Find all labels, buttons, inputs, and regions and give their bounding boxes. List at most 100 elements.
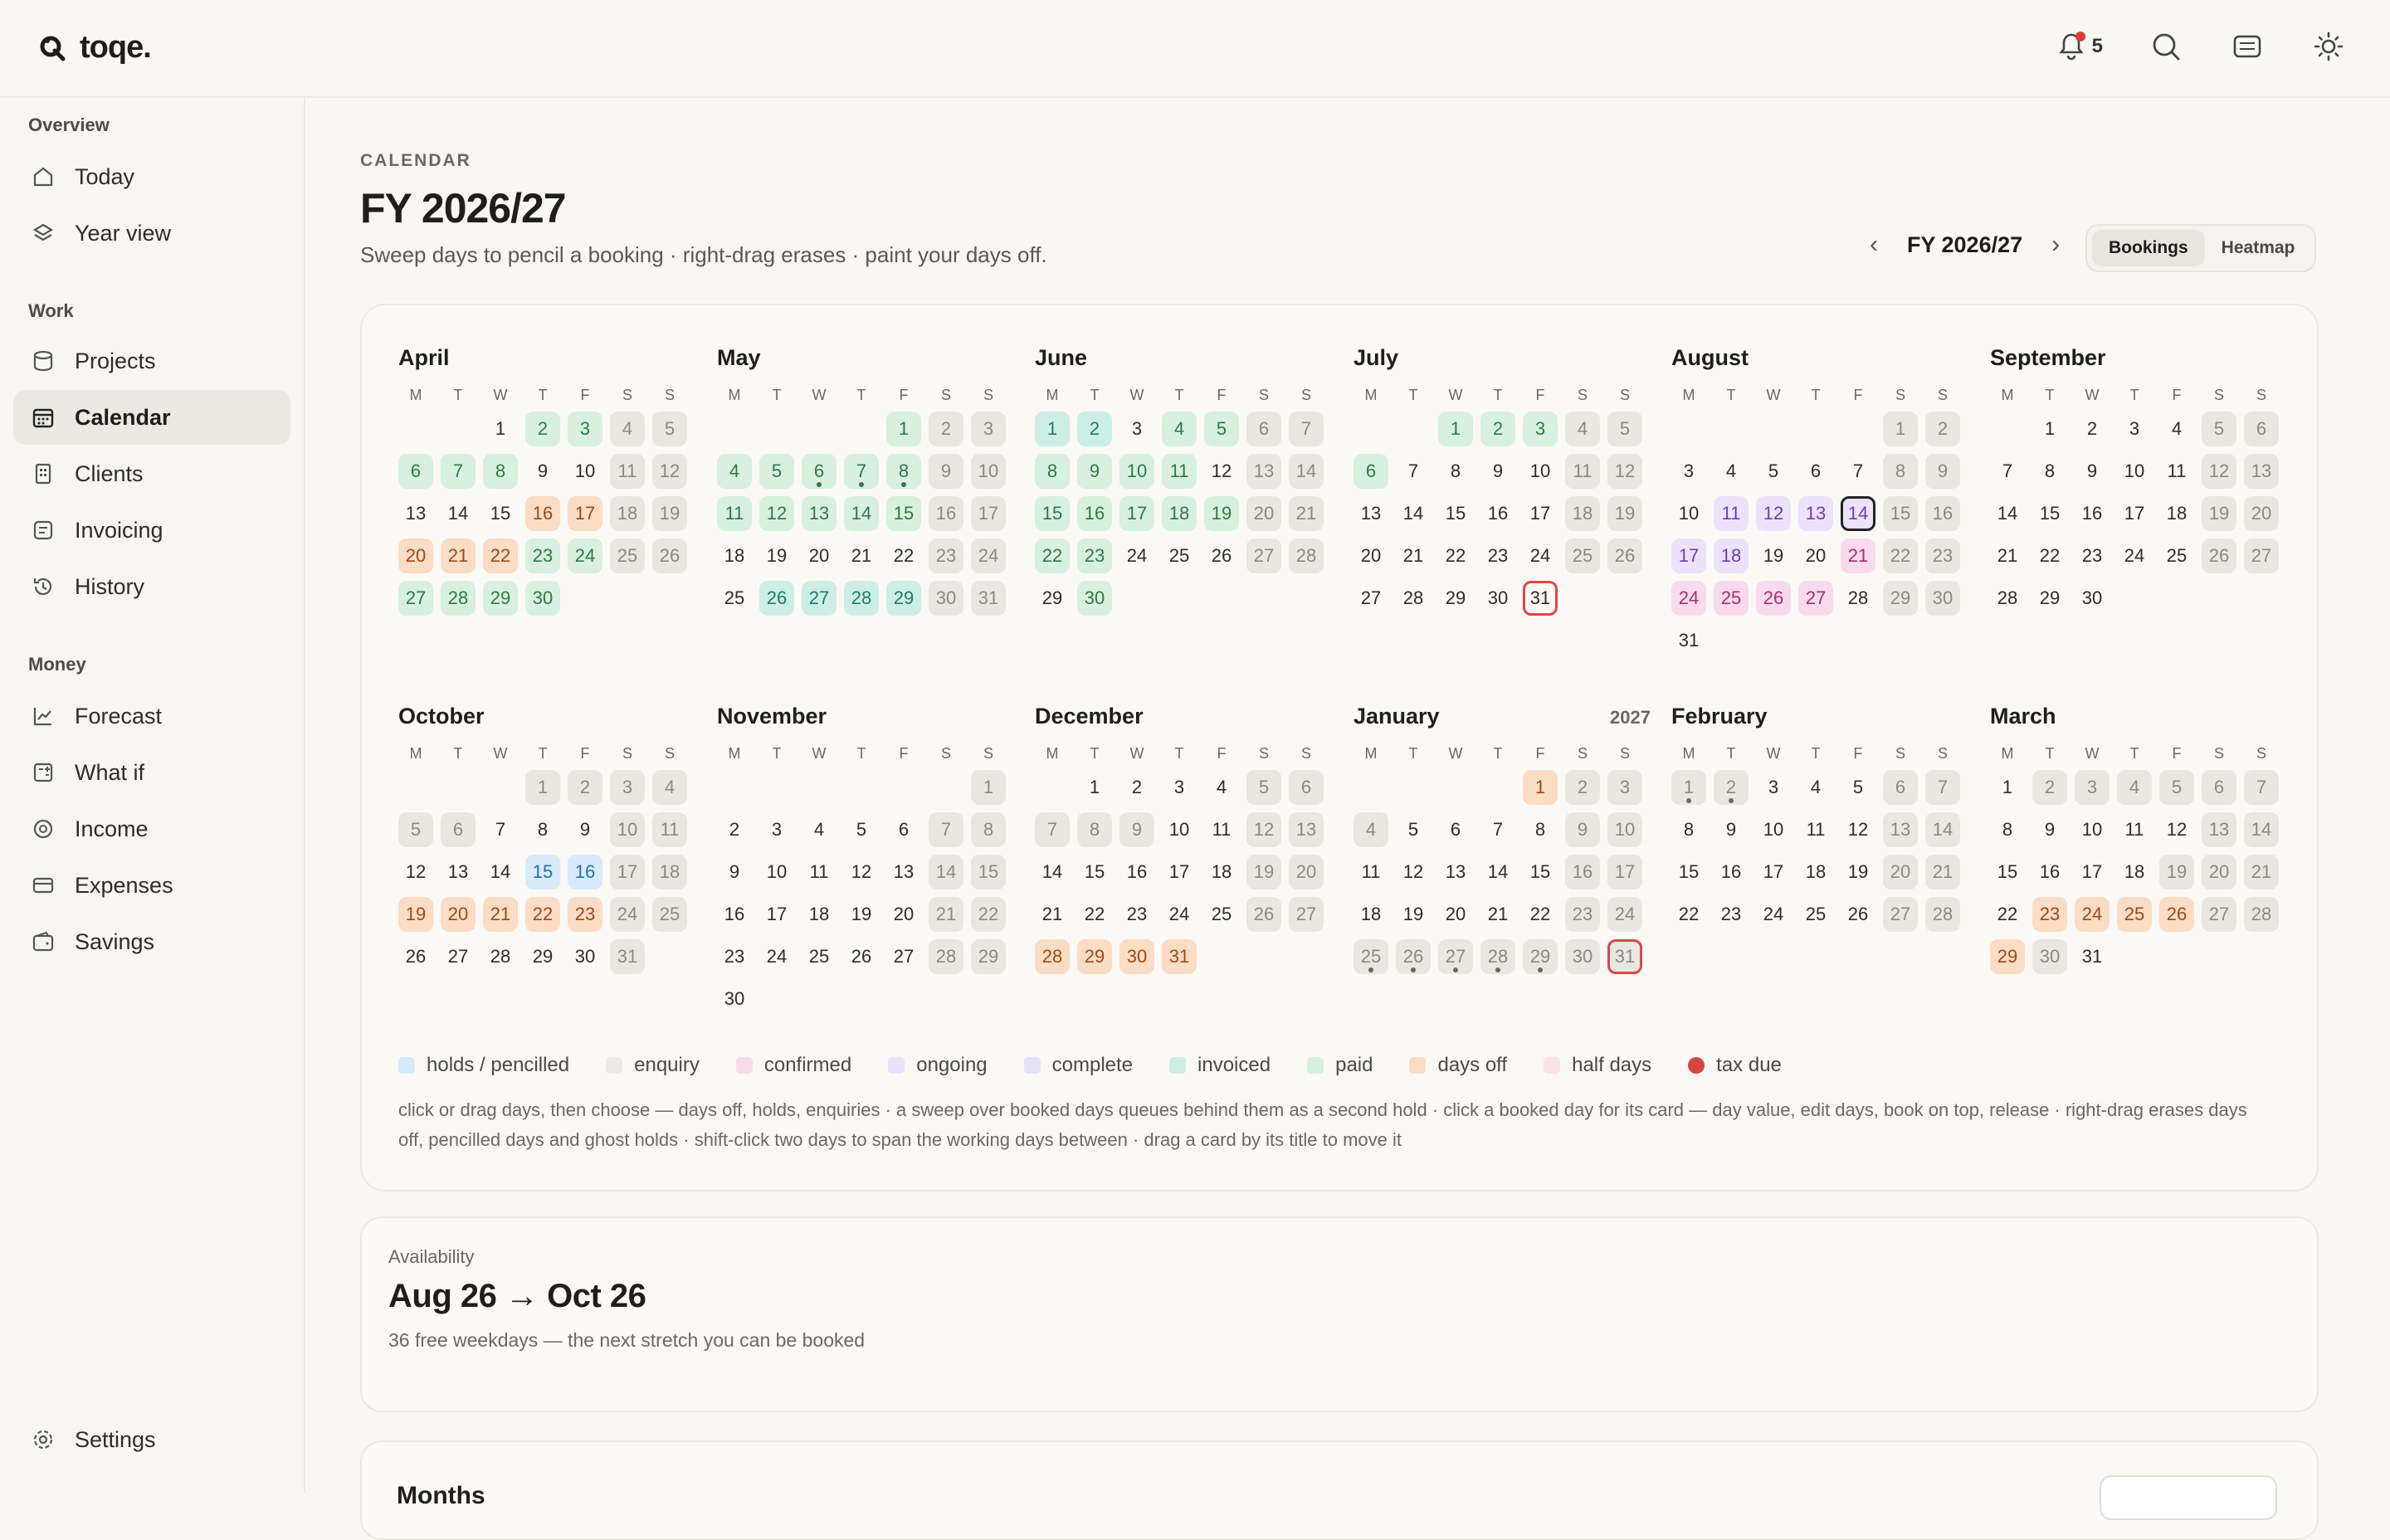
day-cell[interactable]: 19 xyxy=(1607,496,1642,531)
day-cell[interactable]: 13 xyxy=(1360,503,1382,524)
day-cell[interactable]: 9 xyxy=(1119,812,1154,847)
day-cell[interactable]: 4 xyxy=(1354,812,1388,847)
day-cell[interactable]: 16 xyxy=(1925,496,1960,531)
day-cell[interactable]: 14 xyxy=(1841,496,1875,531)
day-cell[interactable]: 8 xyxy=(886,454,921,489)
day-cell[interactable]: 21 xyxy=(2244,855,2279,889)
day-cell[interactable]: 22 xyxy=(2039,545,2061,566)
day-cell[interactable]: 5 xyxy=(2202,412,2236,446)
day-cell[interactable]: 1 xyxy=(1438,412,1473,446)
day-cell[interactable]: 7 xyxy=(844,454,879,489)
day-cell[interactable]: 4 xyxy=(2171,418,2183,439)
day-cell[interactable]: 16 xyxy=(2039,861,2061,882)
day-cell[interactable]: 13 xyxy=(893,861,915,882)
day-cell[interactable]: 5 xyxy=(2159,770,2194,805)
day-cell[interactable]: 30 xyxy=(724,988,745,1009)
day-cell[interactable]: 31 xyxy=(1678,630,1700,651)
day-cell[interactable]: 30 xyxy=(574,946,596,967)
day-cell[interactable]: 5 xyxy=(652,412,687,446)
day-cell[interactable]: 24 xyxy=(766,946,788,967)
day-cell[interactable]: 23 xyxy=(1565,897,1600,932)
day-cell[interactable]: 4 xyxy=(1162,412,1197,446)
day-cell[interactable]: 15 xyxy=(2039,503,2061,524)
day-cell[interactable]: 23 xyxy=(568,897,602,932)
day-cell[interactable]: 19 xyxy=(1847,861,1869,882)
day-cell[interactable]: 14 xyxy=(1487,861,1509,882)
day-cell[interactable]: 22 xyxy=(1445,545,1466,566)
day-cell[interactable]: 13 xyxy=(1883,812,1918,847)
day-cell[interactable]: 20 xyxy=(893,904,915,924)
day-cell[interactable]: 21 xyxy=(441,539,476,573)
day-cell[interactable]: 14 xyxy=(1289,454,1324,489)
day-cell[interactable]: 2 xyxy=(568,770,602,805)
day-cell[interactable]: 10 xyxy=(610,812,645,847)
day-cell[interactable]: 31 xyxy=(1523,581,1558,616)
day-cell[interactable]: 3 xyxy=(771,819,783,840)
day-cell[interactable]: 11 xyxy=(610,454,645,489)
day-cell[interactable]: 17 xyxy=(1607,855,1642,889)
day-cell[interactable]: 19 xyxy=(1204,496,1239,531)
day-cell[interactable]: 2 xyxy=(1131,777,1143,797)
day-cell[interactable]: 22 xyxy=(893,545,915,566)
day-cell[interactable]: 25 xyxy=(808,946,830,967)
day-cell[interactable]: 9 xyxy=(1925,454,1960,489)
day-cell[interactable]: 16 xyxy=(1077,496,1112,531)
day-cell[interactable]: 18 xyxy=(1565,496,1600,531)
day-cell[interactable]: 15 xyxy=(1035,496,1070,531)
day-cell[interactable]: 11 xyxy=(1714,496,1749,531)
day-cell[interactable]: 27 xyxy=(2202,897,2236,932)
day-cell[interactable]: 15 xyxy=(886,496,921,531)
day-cell[interactable]: 1 xyxy=(1089,777,1100,797)
day-cell[interactable]: 9 xyxy=(537,461,549,481)
day-cell[interactable]: 6 xyxy=(398,454,433,489)
day-cell[interactable]: 19 xyxy=(1763,545,1784,566)
day-cell[interactable]: 18 xyxy=(1805,861,1827,882)
day-cell[interactable]: 2 xyxy=(2086,418,2098,439)
day-cell[interactable]: 15 xyxy=(1678,861,1700,882)
day-cell[interactable]: 26 xyxy=(851,946,872,967)
view-bookings-button[interactable]: Bookings xyxy=(2092,230,2205,266)
day-cell[interactable]: 19 xyxy=(2159,855,2194,889)
sidebar-item-today[interactable]: Today xyxy=(13,149,290,204)
day-cell[interactable]: 8 xyxy=(971,812,1006,847)
day-cell[interactable]: 10 xyxy=(766,861,788,882)
day-cell[interactable]: 1 xyxy=(1035,412,1070,446)
day-cell[interactable]: 1 xyxy=(2002,777,2013,797)
day-cell[interactable]: 22 xyxy=(1883,539,1918,573)
day-cell[interactable]: 27 xyxy=(1289,897,1324,932)
day-cell[interactable]: 22 xyxy=(1997,904,2018,924)
day-cell[interactable]: 10 xyxy=(1763,819,1784,840)
day-cell[interactable]: 29 xyxy=(1445,587,1466,608)
day-cell[interactable]: 6 xyxy=(1450,819,1461,840)
day-cell[interactable]: 20 xyxy=(2202,855,2236,889)
day-cell[interactable]: 23 xyxy=(2032,897,2067,932)
day-cell[interactable]: 8 xyxy=(1883,454,1918,489)
day-cell[interactable]: 28 xyxy=(844,581,879,616)
day-cell[interactable]: 4 xyxy=(1810,777,1822,797)
day-cell[interactable]: 12 xyxy=(2202,454,2236,489)
day-cell[interactable]: 24 xyxy=(1126,545,1148,566)
day-cell[interactable]: 5 xyxy=(856,819,867,840)
day-cell[interactable]: 1 xyxy=(525,770,560,805)
day-cell[interactable]: 21 xyxy=(1402,545,1424,566)
day-cell[interactable]: 10 xyxy=(1678,503,1700,524)
day-cell[interactable]: 26 xyxy=(1396,939,1431,974)
day-cell[interactable]: 12 xyxy=(652,454,687,489)
day-cell[interactable]: 29 xyxy=(2039,587,2061,608)
day-cell[interactable]: 16 xyxy=(724,904,745,924)
day-cell[interactable]: 15 xyxy=(1883,496,1918,531)
day-cell[interactable]: 6 xyxy=(441,812,476,847)
day-cell[interactable]: 21 xyxy=(1925,855,1960,889)
day-cell[interactable]: 7 xyxy=(929,812,963,847)
day-cell[interactable]: 2 xyxy=(1480,412,1515,446)
day-cell[interactable]: 22 xyxy=(1529,904,1551,924)
day-cell[interactable]: 31 xyxy=(2081,946,2103,967)
keyboard-button[interactable] xyxy=(2232,30,2266,63)
day-cell[interactable]: 9 xyxy=(1565,812,1600,847)
day-cell[interactable]: 24 xyxy=(1763,904,1784,924)
day-cell[interactable]: 1 xyxy=(1883,412,1918,446)
day-cell[interactable]: 18 xyxy=(808,904,830,924)
day-cell[interactable]: 8 xyxy=(2044,461,2056,481)
day-cell[interactable]: 7 xyxy=(495,819,506,840)
day-cell[interactable]: 17 xyxy=(971,496,1006,531)
